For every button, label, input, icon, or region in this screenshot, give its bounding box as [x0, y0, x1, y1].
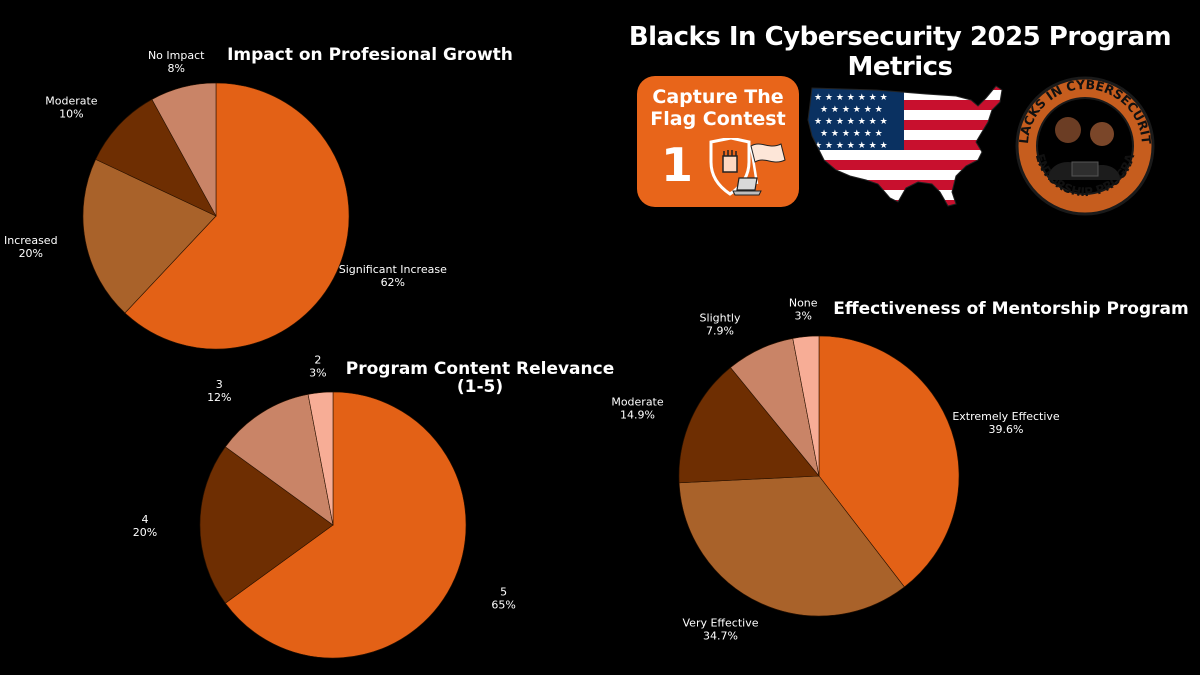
pie-slice-relevance-3 [307, 391, 334, 526]
usa-flag-map-icon: ★ ★ ★ ★ ★ ★ ★ ★ ★ ★ ★ ★ ★ ★ ★ ★ ★ ★ ★ ★ … [807, 85, 1003, 207]
pie-label-name-relevance-2: 3 [216, 378, 223, 391]
pie-label-relevance-3: 2 3% [309, 354, 326, 380]
pie-label-name-relevance-1: 4 [142, 513, 149, 526]
pie-slice-effectiveness-2 [678, 367, 820, 484]
pie-label-name-relevance-3: 2 [314, 354, 321, 367]
pie-slice-growth-2 [95, 99, 217, 217]
pie-label-name-relevance-0: 5 [500, 586, 507, 599]
pie-slice-effectiveness-0 [818, 335, 960, 588]
pie-slice-effectiveness-4 [792, 335, 820, 477]
pie-label-value-effectiveness-1: 34.7% [703, 630, 738, 643]
pie-label-value-relevance-1: 20% [133, 526, 157, 539]
pie-label-relevance-1: 4 20% [133, 513, 157, 539]
pie-label-name-effectiveness-2: Moderate [611, 396, 664, 409]
pie-label-relevance-2: 3 12% [207, 378, 231, 404]
ctf-logo-number: 1 [661, 138, 694, 192]
page-title: Blacks In Cybersecurity 2025 Program Met… [628, 22, 1172, 82]
pie-label-effectiveness-3: Slightly 7.9% [700, 312, 741, 338]
pie-label-name-effectiveness-3: Slightly [700, 312, 741, 325]
pie-label-name-growth-1: Increased [4, 234, 58, 247]
pie-label-effectiveness-0: Extremely Effective 39.6% [952, 410, 1060, 436]
svg-text:★ ★ ★ ★ ★ ★: ★ ★ ★ ★ ★ ★ [820, 129, 883, 139]
ctf-logo: Capture The Flag Contest 1 [637, 76, 799, 207]
pie-label-value-effectiveness-0: 39.6% [989, 423, 1024, 436]
pie-slice-relevance-1 [199, 446, 334, 604]
pie-label-name-effectiveness-0: Extremely Effective [952, 410, 1060, 423]
pie-slice-effectiveness-1 [678, 475, 905, 617]
chart-title-relevance: Program Content Relevance (1-5) [340, 360, 620, 396]
pie-slice-growth-3 [151, 82, 217, 217]
pie-label-effectiveness-1: Very Effective 34.7% [683, 617, 759, 643]
pie-label-growth-1: Increased 20% [4, 234, 58, 260]
ctf-logo-line2: Flag Contest [650, 108, 786, 130]
pie-label-relevance-0: 5 65% [491, 586, 515, 612]
pie-slice-relevance-0 [224, 391, 467, 659]
svg-text:★ ★ ★ ★ ★ ★ ★: ★ ★ ★ ★ ★ ★ ★ [814, 117, 888, 127]
pie-label-growth-3: No Impact 8% [148, 49, 205, 75]
pie-label-value-growth-2: 10% [59, 108, 83, 121]
pie-label-value-relevance-0: 65% [491, 599, 515, 612]
svg-text:★ ★ ★ ★ ★ ★ ★: ★ ★ ★ ★ ★ ★ ★ [814, 93, 888, 103]
pie-slice-relevance-2 [224, 394, 334, 526]
shield-fist-flag-laptop-icon [709, 138, 786, 196]
ctf-logo-text: Capture The Flag Contest [637, 86, 799, 130]
pie-label-name-effectiveness-1: Very Effective [683, 617, 759, 630]
pie-slice-growth-1 [82, 158, 217, 314]
pie-label-growth-2: Moderate 10% [45, 95, 98, 121]
pie-label-name-growth-2: Moderate [45, 95, 98, 108]
pie-label-value-growth-1: 20% [19, 247, 43, 260]
pie-label-value-growth-3: 8% [167, 62, 184, 75]
pie-label-effectiveness-2: Moderate 14.9% [611, 396, 664, 422]
pie-label-growth-0: Significant Increase 62% [339, 263, 447, 289]
chart-title-growth: Impact on Profesional Growth [227, 45, 513, 65]
pie-label-effectiveness-4: None 3% [789, 297, 818, 323]
chart-title-relevance-line1: Program Content Relevance [345, 359, 615, 379]
pie-label-value-effectiveness-2: 14.9% [620, 409, 655, 422]
pie-label-name-effectiveness-4: None [789, 297, 818, 310]
pie-label-value-relevance-3: 3% [309, 367, 326, 380]
mentorship-program-seal-icon: BLACKS IN CYBERSECURITY MENTORSHIP PROGR… [1010, 76, 1155, 216]
pie-label-value-growth-0: 62% [381, 276, 405, 289]
chart-title-relevance-line2: (1-5) [456, 377, 504, 397]
chart-title-effectiveness: Effectiveness of Mentorship Program [833, 299, 1189, 319]
pie-label-value-effectiveness-3: 7.9% [706, 325, 734, 338]
pie-label-value-relevance-2: 12% [207, 391, 231, 404]
pie-label-name-growth-3: No Impact [148, 49, 205, 62]
pie-slice-growth-0 [124, 82, 350, 350]
pie-label-value-effectiveness-4: 3% [794, 310, 811, 323]
svg-text:★ ★ ★ ★ ★ ★ ★: ★ ★ ★ ★ ★ ★ ★ [814, 141, 888, 151]
pie-label-name-growth-0: Significant Increase [339, 263, 447, 276]
svg-text:★ ★ ★ ★ ★ ★: ★ ★ ★ ★ ★ ★ [820, 105, 883, 115]
ctf-logo-line1: Capture The [652, 86, 784, 108]
